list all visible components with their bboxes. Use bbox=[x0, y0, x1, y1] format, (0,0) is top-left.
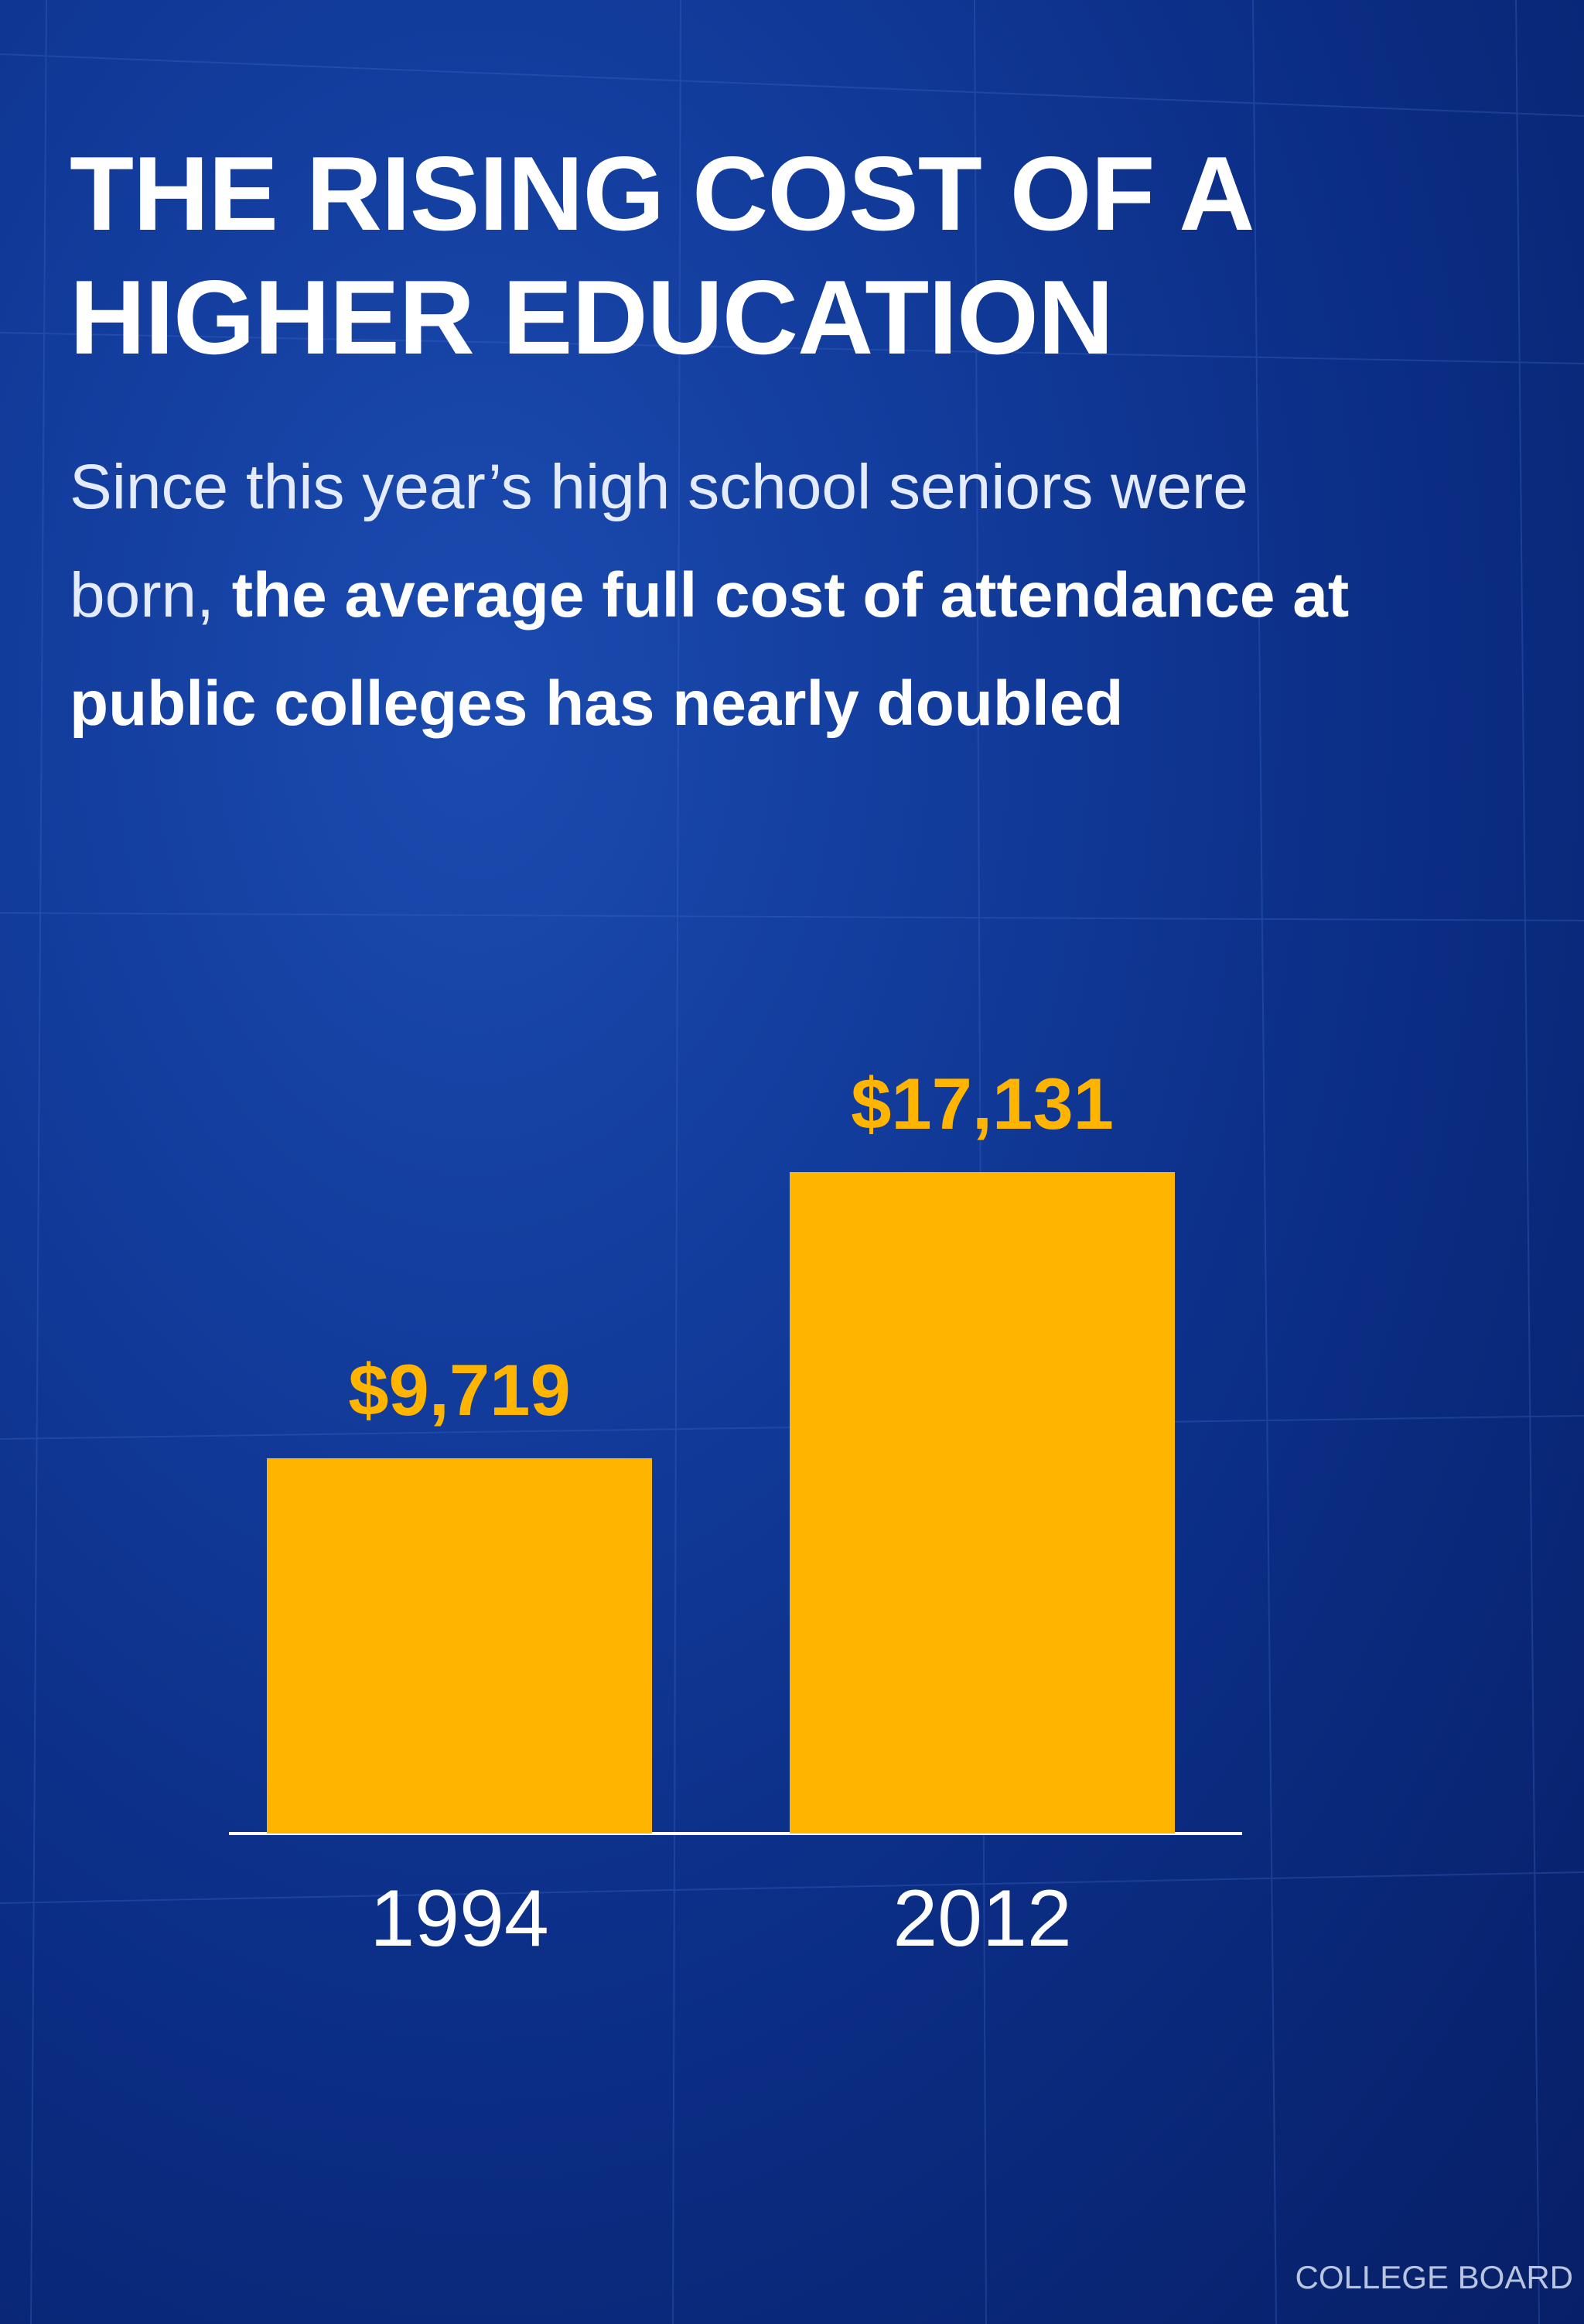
bar-1994 bbox=[267, 1458, 652, 1834]
subtitle-emphasis: the average full cost of attendance at p… bbox=[70, 560, 1350, 739]
value-label-1994: $9,719 bbox=[348, 1349, 571, 1430]
value-label-2012: $17,131 bbox=[851, 1063, 1114, 1144]
source-credit: COLLEGE BOARD bbox=[1295, 2259, 1573, 2295]
bar-2012 bbox=[790, 1172, 1175, 1834]
page-title: THE RISING COST OF A HIGHER EDUCATION bbox=[70, 135, 1251, 376]
category-label-2012: 2012 bbox=[893, 1874, 1071, 1963]
category-label-1994: 1994 bbox=[370, 1874, 548, 1963]
subtitle: Since this year’s high school seniors we… bbox=[70, 433, 1384, 758]
subtitle-plain: Since this year’s high school seniors we… bbox=[70, 452, 1248, 631]
